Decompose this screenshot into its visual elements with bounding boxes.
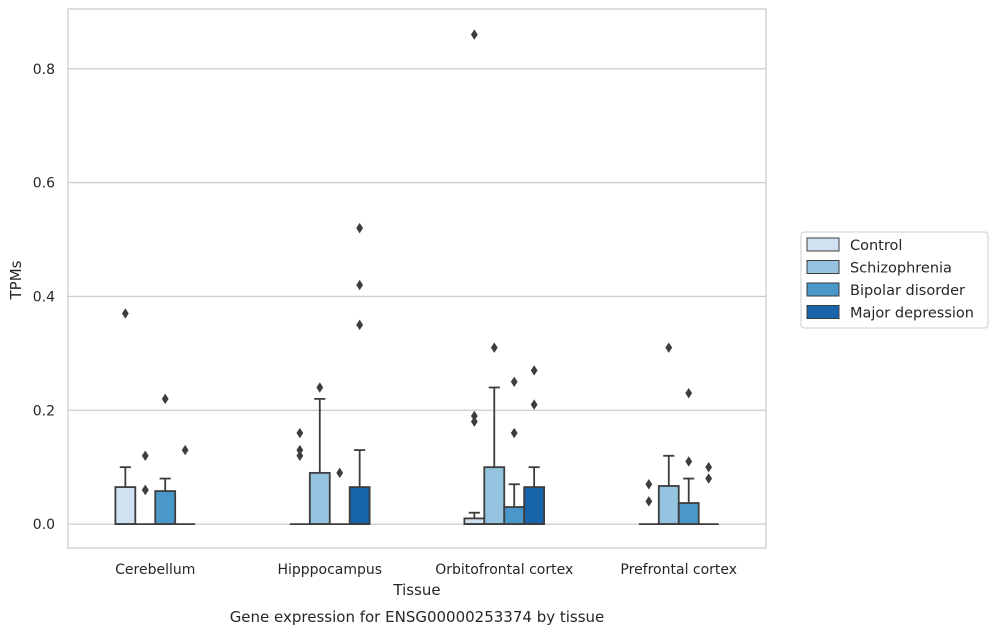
box-control	[114, 308, 137, 525]
x-tick-label: Cerebellum	[115, 562, 195, 578]
plot-area-frame	[67, 8, 767, 549]
outlier-point	[490, 342, 498, 353]
y-tick-label: 0.8	[33, 62, 55, 78]
box-schizophrenia	[308, 382, 331, 525]
box-major-depression	[698, 461, 719, 525]
box-body	[483, 466, 506, 525]
outlier-point	[181, 444, 189, 456]
legend-frame	[800, 231, 989, 329]
y-tick-labels: 0.0 0.2 0.4 0.6 0.8	[33, 62, 55, 533]
box-major-depression	[348, 222, 371, 525]
outlier-point	[510, 376, 518, 388]
legend-swatch	[806, 282, 840, 297]
outlier-point	[530, 399, 538, 410]
outlier-point	[685, 387, 693, 399]
x-tick-label: Orbitofrontal cortex	[435, 562, 573, 578]
box-body	[154, 490, 177, 525]
x-tick-label: Prefrontal cortex	[620, 562, 737, 578]
outlier-point	[316, 382, 324, 393]
outlier-point	[665, 342, 673, 353]
outlier-point	[645, 479, 653, 490]
outlier-point	[141, 450, 149, 461]
legend: Control Schizophrenia Bipolar disorder Majo…	[800, 231, 989, 329]
y-axis-title: TPMs	[7, 260, 25, 300]
outlier-point	[510, 427, 518, 439]
box-major-depression	[175, 444, 196, 525]
y-tick-label: 0.2	[33, 403, 55, 419]
outlier-point	[356, 319, 364, 331]
box-major-depression	[523, 365, 546, 525]
outlier-point	[705, 473, 713, 484]
y-tick-label: 0.4	[33, 289, 55, 305]
box-body	[114, 486, 137, 525]
box-body	[503, 506, 526, 525]
legend-swatch	[806, 237, 840, 252]
outlier-point	[121, 308, 129, 319]
legend-label: Control	[850, 238, 902, 254]
outlier-point	[645, 496, 653, 507]
outlier-point	[161, 393, 169, 405]
box-body	[657, 485, 680, 525]
x-tick-label: Hipppocampus	[277, 562, 382, 578]
outlier-point	[356, 222, 364, 234]
outlier-point	[470, 416, 478, 427]
outlier-point	[296, 427, 304, 439]
outlier-point	[470, 29, 478, 40]
outlier-point	[530, 365, 538, 376]
outlier-point	[685, 456, 693, 467]
gridlines	[68, 68, 766, 525]
y-tick-label: 0.6	[33, 176, 55, 192]
box-body	[348, 486, 371, 525]
outlier-point	[336, 467, 344, 479]
chart-caption: Gene expression for ENSG00000253374 by t…	[230, 608, 605, 626]
outlier-point	[470, 410, 478, 422]
legend-swatch	[806, 260, 840, 274]
box-bipolar-disorder	[329, 467, 350, 525]
legend-label: Schizophrenia	[850, 261, 952, 277]
box-schizophrenia	[483, 342, 506, 525]
legend-swatch	[806, 305, 840, 319]
box-control	[463, 29, 486, 525]
legend-label: Bipolar disorder	[850, 283, 965, 299]
box-bipolar-disorder	[677, 387, 700, 525]
outlier-point	[296, 450, 304, 461]
x-axis-title: Tissue	[392, 581, 440, 599]
outlier-point	[705, 461, 713, 473]
box-body	[308, 471, 331, 525]
box-body	[677, 502, 700, 525]
box-schizophrenia	[657, 342, 680, 525]
outlier-point	[356, 279, 364, 291]
x-tick-labels: Cerebellum Hipppocampus Orbitofrontal cort…	[115, 562, 737, 578]
box-bipolar-disorder	[154, 393, 177, 525]
outlier-point	[141, 484, 149, 496]
box-body	[523, 486, 546, 525]
box-plots	[114, 29, 719, 525]
box-bipolar-disorder	[503, 376, 526, 525]
y-tick-label: 0.0	[33, 517, 55, 533]
outlier-point	[296, 444, 304, 456]
legend-label: Major depression	[850, 306, 974, 322]
